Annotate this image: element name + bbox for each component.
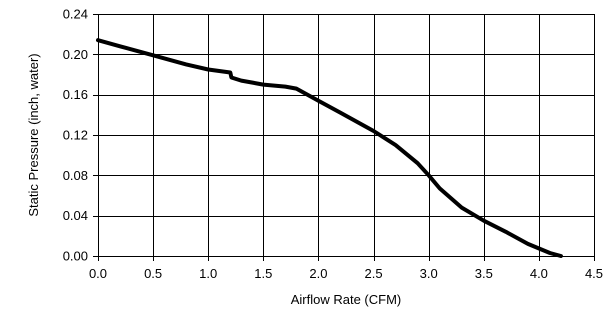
grid <box>98 14 595 257</box>
x-tick-label: 3.5 <box>475 266 493 281</box>
plot-area-frame <box>98 14 595 257</box>
series-line-0 <box>96 38 563 258</box>
y-tick-label: 0.16 <box>63 87 88 102</box>
x-tick-label: 1.0 <box>199 266 217 281</box>
y-tick-label: 0.08 <box>63 168 88 183</box>
x-tick-label: 0.0 <box>89 266 107 281</box>
y-tick-label: 0.24 <box>63 7 88 22</box>
y-tick-label: 0.00 <box>63 249 88 264</box>
x-tick-label: 1.5 <box>254 266 272 281</box>
x-axis-title: Airflow Rate (CFM) <box>291 292 402 307</box>
y-tick-label: 0.04 <box>63 208 88 223</box>
x-tick-label: 4.0 <box>530 266 548 281</box>
x-tick-label: 2.0 <box>309 266 327 281</box>
x-tick-label: 2.5 <box>365 266 383 281</box>
x-tick-label: 3.0 <box>420 266 438 281</box>
x-tick-label: 4.5 <box>585 266 603 281</box>
y-axis-title: Static Pressure (inch, water) <box>26 53 41 216</box>
y-axis-tick-labels: 0.00 0.04 0.08 0.12 0.16 0.20 0.24 <box>63 7 88 264</box>
x-axis-tick-labels: 0.0 0.5 1.0 1.5 2.0 2.5 3.0 3.5 4.0 4.5 <box>89 266 603 281</box>
x-tick-label: 0.5 <box>144 266 162 281</box>
y-tick-label: 0.12 <box>63 128 88 143</box>
y-tick-label: 0.20 <box>63 47 88 62</box>
series-layer <box>96 38 563 258</box>
tick-marks <box>93 14 595 261</box>
